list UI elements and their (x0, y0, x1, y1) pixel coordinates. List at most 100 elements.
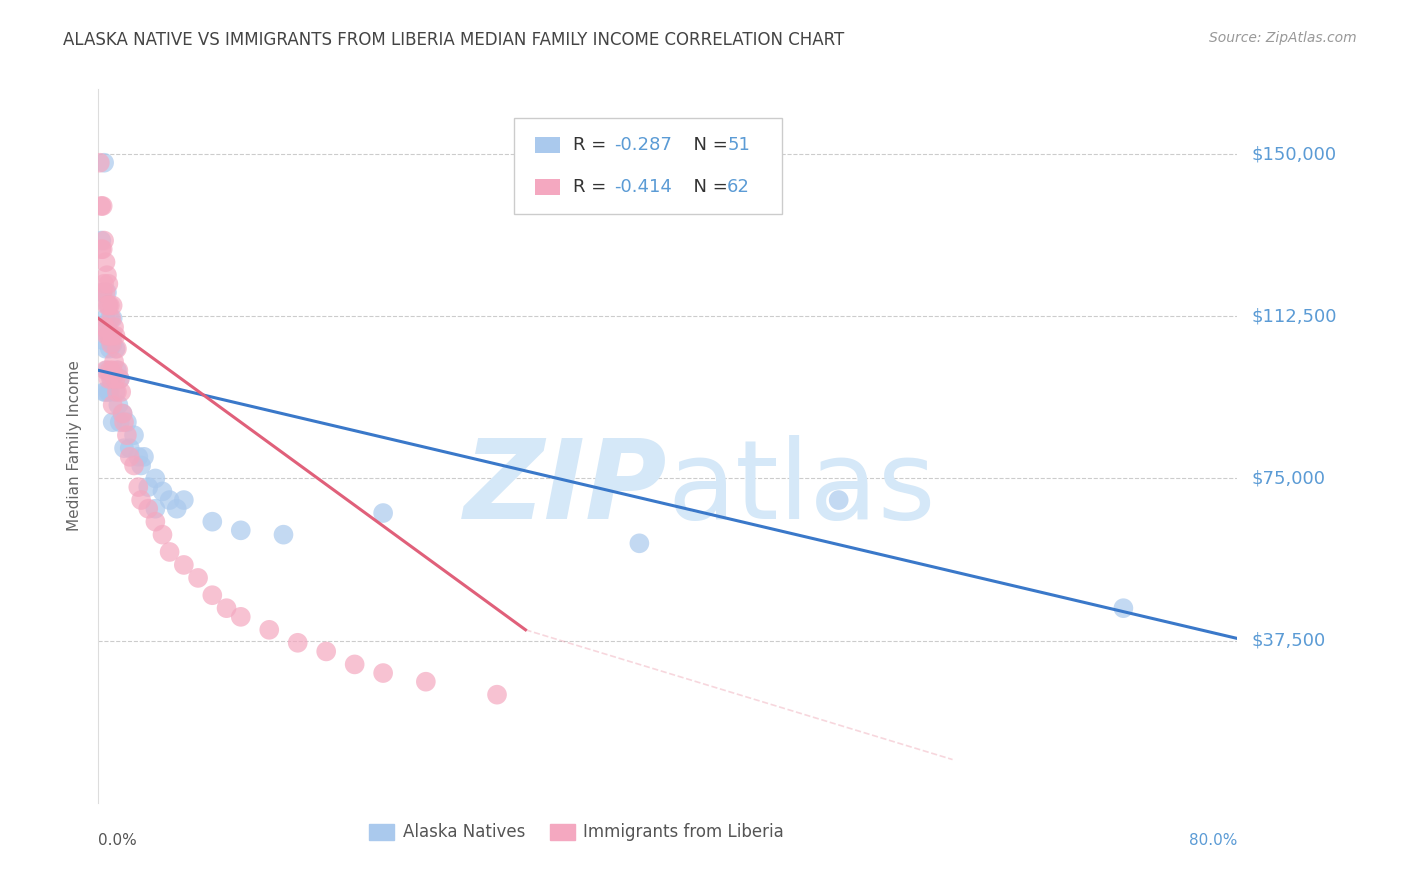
Point (101, 363, 124, 377)
Point (229, 610, 252, 624)
Point (122, 458, 145, 473)
Point (89, 155, 111, 169)
Text: Source: ZipAtlas.com: Source: ZipAtlas.com (1209, 31, 1357, 45)
Point (103, 354, 125, 368)
Text: 80.0%: 80.0% (1189, 833, 1237, 848)
Point (98, 363, 121, 377)
Point (94, 384, 117, 399)
Point (105, 342, 128, 356)
Text: 51: 51 (727, 136, 749, 153)
Point (373, 666, 395, 681)
Point (93, 320, 115, 334)
Point (96, 363, 118, 377)
Point (101, 298, 124, 312)
Point (101, 372, 124, 386)
Point (96, 328, 118, 343)
Point (100, 372, 122, 386)
Text: $37,500: $37,500 (1251, 632, 1326, 649)
Point (96, 320, 118, 334)
Point (132, 450, 155, 464)
Point (115, 428, 138, 442)
Text: ALASKA NATIVE VS IMMIGRANTS FROM LIBERIA MEDIAN FAMILY INCOME CORRELATION CHART: ALASKA NATIVE VS IMMIGRANTS FROM LIBERIA… (63, 31, 845, 49)
Text: $150,000: $150,000 (1251, 145, 1336, 163)
Point (101, 398, 124, 412)
Point (145, 515, 167, 529)
Point (201, 515, 224, 529)
Point (91, 333, 114, 347)
Point (486, 688, 509, 702)
Point (96, 268, 118, 282)
Point (93, 155, 115, 169)
Point (100, 328, 122, 343)
Text: atlas: atlas (668, 435, 936, 542)
Point (111, 407, 134, 421)
Point (104, 328, 127, 343)
Point (101, 337, 124, 351)
Point (229, 524, 252, 538)
Point (100, 337, 122, 351)
Point (201, 588, 224, 602)
Point (105, 384, 128, 399)
Point (118, 441, 141, 455)
Point (108, 372, 131, 386)
Point (100, 372, 122, 386)
Point (90, 242, 112, 256)
Point (1112, 601, 1135, 615)
Text: 0.0%: 0.0% (98, 833, 138, 848)
Point (129, 493, 152, 508)
Point (97, 328, 120, 343)
Point (373, 506, 395, 520)
Point (152, 527, 174, 541)
Point (97, 328, 120, 343)
Point (273, 527, 295, 541)
Point (98, 342, 121, 356)
Point (112, 441, 135, 455)
Point (104, 384, 127, 399)
Text: $112,500: $112,500 (1251, 307, 1337, 326)
Point (118, 450, 141, 464)
FancyBboxPatch shape (534, 136, 560, 153)
Text: R =: R = (574, 178, 613, 196)
Point (101, 328, 124, 343)
Point (104, 342, 127, 356)
Point (98, 298, 121, 312)
Text: 62: 62 (727, 178, 749, 196)
Point (215, 601, 238, 615)
Y-axis label: Median Family Income: Median Family Income (67, 360, 83, 532)
Point (343, 657, 366, 672)
Point (94, 255, 117, 269)
Point (101, 311, 124, 326)
Point (94, 363, 117, 377)
Point (103, 320, 125, 334)
Point (91, 285, 114, 300)
Point (101, 415, 124, 429)
Point (152, 484, 174, 499)
Point (93, 277, 115, 291)
Point (90, 199, 112, 213)
Point (108, 372, 131, 386)
Text: $75,000: $75,000 (1251, 469, 1326, 487)
Point (111, 407, 134, 421)
Point (122, 428, 145, 442)
Point (173, 558, 195, 572)
Point (136, 480, 159, 494)
Point (97, 277, 120, 291)
Point (108, 415, 131, 429)
Point (94, 285, 117, 300)
Point (97, 384, 120, 399)
Point (93, 384, 115, 399)
Point (94, 342, 117, 356)
Point (110, 384, 132, 399)
Point (828, 493, 851, 508)
Point (96, 285, 118, 300)
Point (127, 480, 149, 494)
Point (98, 328, 121, 343)
Point (136, 501, 159, 516)
Point (107, 363, 129, 377)
Point (98, 384, 121, 399)
FancyBboxPatch shape (515, 118, 782, 214)
Text: -0.414: -0.414 (614, 178, 672, 196)
Point (98, 311, 121, 326)
Point (127, 450, 149, 464)
Point (115, 415, 138, 429)
